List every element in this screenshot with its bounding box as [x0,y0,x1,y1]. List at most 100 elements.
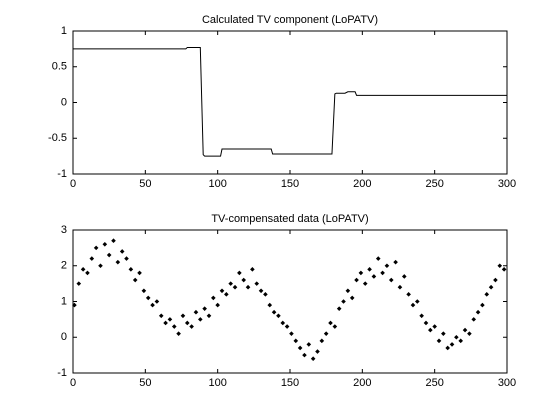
point [345,288,351,294]
y-tick-label: 2 [61,260,67,272]
point [289,331,294,336]
point [401,274,407,279]
point [293,338,299,344]
point [72,302,77,308]
point [93,245,99,251]
y-tick-label: -1 [57,168,67,180]
point [467,331,472,336]
point [276,313,281,319]
point [193,309,199,315]
y-tick-label: -0.5 [48,132,67,144]
point [119,249,125,254]
point [241,277,247,283]
point [254,281,260,286]
point [106,252,112,258]
point [145,295,151,301]
point [202,306,207,311]
point [211,295,216,301]
point [362,281,368,286]
chart-title: TV-compensated data (LoPATV) [211,213,368,225]
point [284,324,290,329]
point [432,324,437,329]
point [367,267,372,272]
point [176,331,181,336]
point [206,313,212,319]
point [267,302,273,308]
point [171,324,177,329]
point [488,284,494,290]
point [475,309,481,315]
point [484,292,490,297]
point [371,274,377,279]
point [219,288,225,294]
point [167,317,173,322]
line [73,46,507,157]
point [380,270,385,276]
point [258,288,264,294]
point [102,242,108,247]
point [237,270,242,276]
point [150,302,155,308]
x-tick-label: 100 [208,377,226,389]
point [410,302,416,308]
point [419,313,424,319]
point [458,338,464,344]
point [245,284,251,290]
point [349,295,355,301]
axes-box [72,30,508,175]
point [89,256,95,261]
point [115,259,121,265]
point [310,356,316,361]
chart-title: Calculated TV component (LoPATV) [202,14,378,26]
point [163,320,168,326]
point [493,277,498,283]
y-tick-label: 0 [61,331,67,343]
point [224,292,229,297]
x-tick-label: 50 [139,377,151,389]
x-tick-label: 250 [425,178,443,190]
x-tick-label: 0 [70,178,76,190]
x-tick-label: 150 [281,377,299,389]
point [124,256,129,261]
point [497,263,503,269]
point [232,284,238,290]
point [384,263,390,269]
point [189,324,194,329]
x-tick-label: 250 [425,377,443,389]
y-tick-label: 3 [61,224,67,236]
point [441,331,446,336]
point [132,277,138,283]
x-tick-label: 200 [353,377,371,389]
point [341,299,346,304]
point [336,306,342,311]
point [436,338,442,344]
y-tick-label: 0.5 [52,61,67,73]
axes-box [72,229,508,374]
point [271,309,277,315]
point [454,334,459,340]
point [76,281,82,286]
point [449,342,455,347]
y-tick-label: 0 [61,96,67,108]
point [358,270,364,276]
point [397,284,403,290]
point [445,345,450,351]
point [328,320,333,326]
point [393,259,398,265]
point [375,256,381,261]
point [158,313,164,319]
x-tick-label: 150 [281,178,299,190]
point [423,320,429,326]
point [80,267,86,272]
point [198,317,203,322]
y-tick-label: -1 [57,367,67,379]
point [415,299,420,304]
point [501,267,507,272]
point [354,277,359,283]
point [215,302,220,308]
y-tick-label: 1 [61,25,67,37]
x-tick-label: 300 [498,178,516,190]
point [302,352,307,358]
x-tick-label: 300 [498,377,516,389]
point [462,327,468,333]
